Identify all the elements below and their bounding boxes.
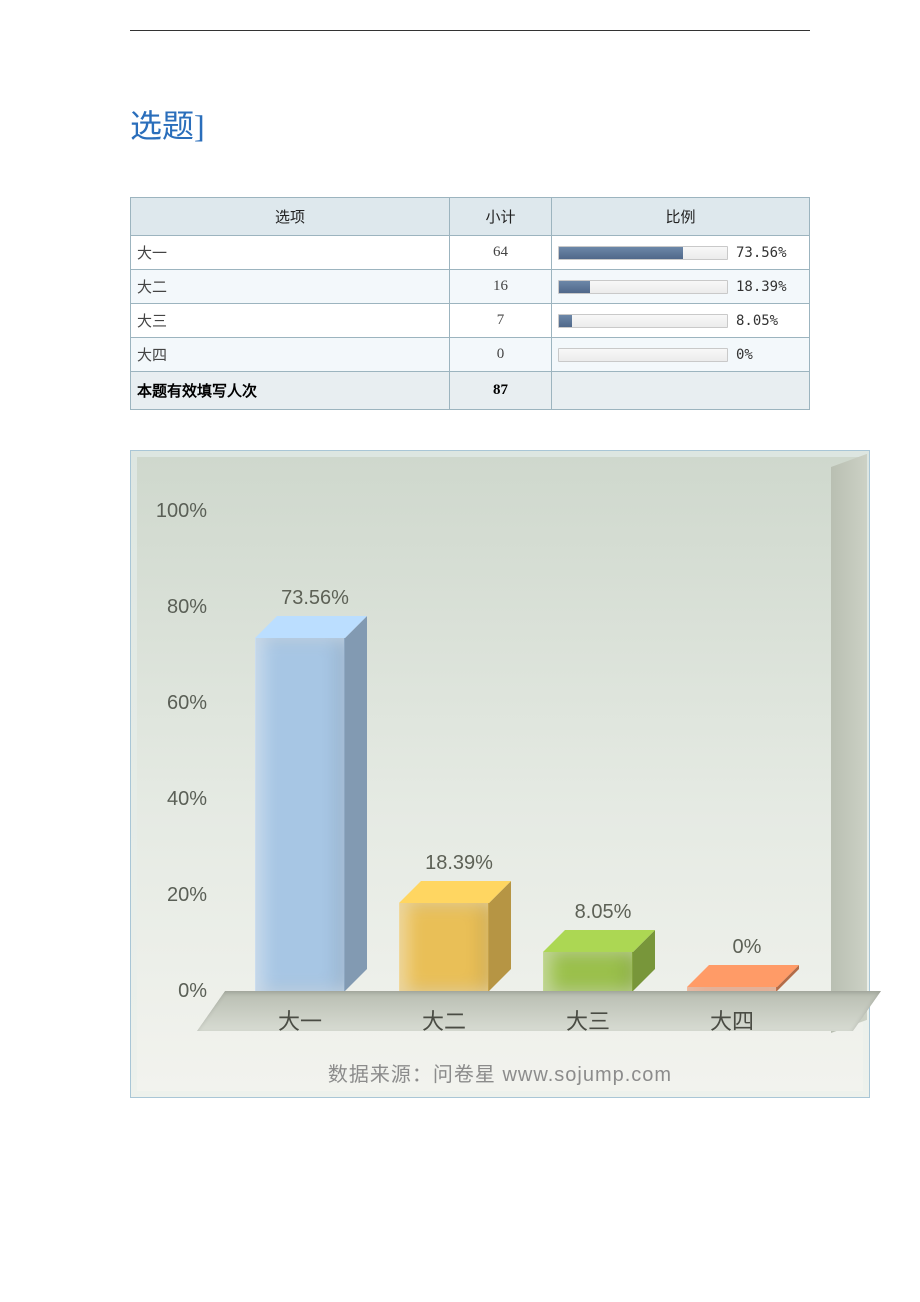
option-cell: 大一 bbox=[131, 236, 450, 270]
pct-label: 8.05% bbox=[736, 313, 778, 329]
pct-label: 0% bbox=[736, 347, 753, 363]
x-label: 大三 bbox=[543, 1004, 633, 1036]
mini-bar-track bbox=[558, 280, 728, 294]
mini-bar-track bbox=[558, 314, 728, 328]
footer-count: 87 bbox=[450, 372, 552, 410]
y-tick: 40% bbox=[137, 788, 207, 811]
bar-value-label: 0% bbox=[677, 936, 817, 959]
table-header: 选项 bbox=[131, 198, 450, 236]
bar-chart: 数据来源：问卷星 www.sojump.com 0% 20% 40% 60% 80% 10… bbox=[137, 457, 863, 1091]
chart-right-wall bbox=[831, 454, 867, 1033]
y-tick: 100% bbox=[137, 500, 207, 523]
count-cell: 64 bbox=[450, 236, 552, 270]
x-label: 大一 bbox=[255, 1004, 345, 1036]
x-label: 大四 bbox=[687, 1004, 777, 1036]
page: 选题] 选项小计比例 大一6473.56%大二1618.39%大三78.05%大… bbox=[0, 0, 920, 1158]
bar: 18.39% bbox=[399, 903, 489, 991]
table-header: 小计 bbox=[450, 198, 552, 236]
table-row: 大三7 8.05% bbox=[131, 304, 810, 338]
bar: 73.56% bbox=[255, 638, 345, 991]
pct-label: 18.39% bbox=[736, 279, 787, 295]
x-label: 大二 bbox=[399, 1004, 489, 1036]
bar: 0% bbox=[687, 987, 777, 991]
table-row: 大四0 0% bbox=[131, 338, 810, 372]
y-tick: 60% bbox=[137, 692, 207, 715]
pct-label: 73.56% bbox=[736, 245, 787, 261]
pct-cell: 73.56% bbox=[551, 236, 809, 270]
y-tick: 0% bbox=[137, 980, 207, 1003]
y-tick: 20% bbox=[137, 884, 207, 907]
results-table: 选项小计比例 大一64 73.56% 大二16 18.39% 大三7 8.05% 大四0 0%… bbox=[130, 197, 810, 410]
bar: 8.05% bbox=[543, 952, 633, 991]
top-rule bbox=[130, 30, 810, 31]
mini-bar-fill bbox=[559, 281, 590, 293]
mini-bar-track bbox=[558, 246, 728, 260]
y-tick: 80% bbox=[137, 596, 207, 619]
option-cell: 大二 bbox=[131, 270, 450, 304]
pct-cell: 18.39% bbox=[551, 270, 809, 304]
question-title: 选题] bbox=[130, 101, 810, 147]
footer-label: 本题有效填写人次 bbox=[131, 372, 450, 410]
chart-credit: 数据来源：问卷星 www.sojump.com bbox=[137, 1058, 863, 1087]
count-cell: 16 bbox=[450, 270, 552, 304]
footer-blank bbox=[551, 372, 809, 410]
count-cell: 7 bbox=[450, 304, 552, 338]
bar-value-label: 73.56% bbox=[245, 587, 385, 610]
option-cell: 大四 bbox=[131, 338, 450, 372]
count-cell: 0 bbox=[450, 338, 552, 372]
bar-value-label: 8.05% bbox=[533, 901, 673, 924]
table-header: 比例 bbox=[551, 198, 809, 236]
option-cell: 大三 bbox=[131, 304, 450, 338]
chart-frame: 数据来源：问卷星 www.sojump.com 0% 20% 40% 60% 80% 10… bbox=[130, 450, 870, 1098]
pct-cell: 0% bbox=[551, 338, 809, 372]
pct-cell: 8.05% bbox=[551, 304, 809, 338]
table-row: 大二16 18.39% bbox=[131, 270, 810, 304]
mini-bar-fill bbox=[559, 315, 573, 327]
mini-bar-fill bbox=[559, 247, 683, 259]
table-row: 大一64 73.56% bbox=[131, 236, 810, 270]
mini-bar-track bbox=[558, 348, 728, 362]
bar-value-label: 18.39% bbox=[389, 852, 529, 875]
